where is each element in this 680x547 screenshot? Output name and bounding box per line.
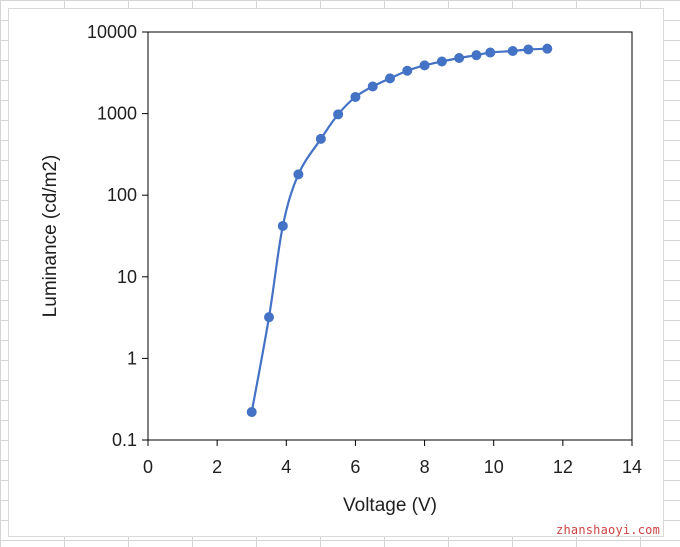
x-tick-label: 14 xyxy=(622,457,642,477)
y-tick-label: 10000 xyxy=(87,22,137,42)
data-point xyxy=(402,65,413,76)
data-point xyxy=(246,407,257,418)
data-point xyxy=(315,133,326,144)
data-point xyxy=(367,81,378,92)
y-tick-label: 0.1 xyxy=(112,430,137,450)
y-axis-label: Luminance (cd/m2) xyxy=(40,155,61,318)
data-point xyxy=(264,312,274,323)
data-point xyxy=(436,56,447,67)
y-tick-label: 1 xyxy=(127,348,137,368)
x-tick-label: 12 xyxy=(553,457,573,477)
x-tick-label: 4 xyxy=(281,457,291,477)
y-tick-label: 10 xyxy=(117,267,137,287)
data-point xyxy=(385,73,395,84)
data-point xyxy=(507,46,518,57)
data-point xyxy=(454,53,465,64)
plot-area-border xyxy=(147,31,633,441)
data-point xyxy=(542,43,553,54)
chart-area[interactable] xyxy=(8,8,664,537)
x-tick-label: 2 xyxy=(212,457,222,477)
x-tick-label: 8 xyxy=(420,457,430,477)
series-line xyxy=(250,47,549,414)
data-point xyxy=(277,220,288,231)
x-tick-label: 0 xyxy=(143,457,153,477)
data-point xyxy=(333,109,344,120)
y-tick-label: 100 xyxy=(107,185,137,205)
x-tick-label: 10 xyxy=(484,457,504,477)
data-point xyxy=(485,47,496,58)
data-point xyxy=(419,60,430,71)
data-point xyxy=(471,50,482,61)
data-point xyxy=(523,44,534,55)
data-point xyxy=(350,91,361,102)
data-point xyxy=(293,169,304,180)
watermark-text: zhanshaoyi.com xyxy=(556,523,660,537)
y-tick-label: 1000 xyxy=(97,104,137,124)
x-axis-label: Voltage (V) xyxy=(343,495,437,516)
x-tick-label: 6 xyxy=(350,457,360,477)
